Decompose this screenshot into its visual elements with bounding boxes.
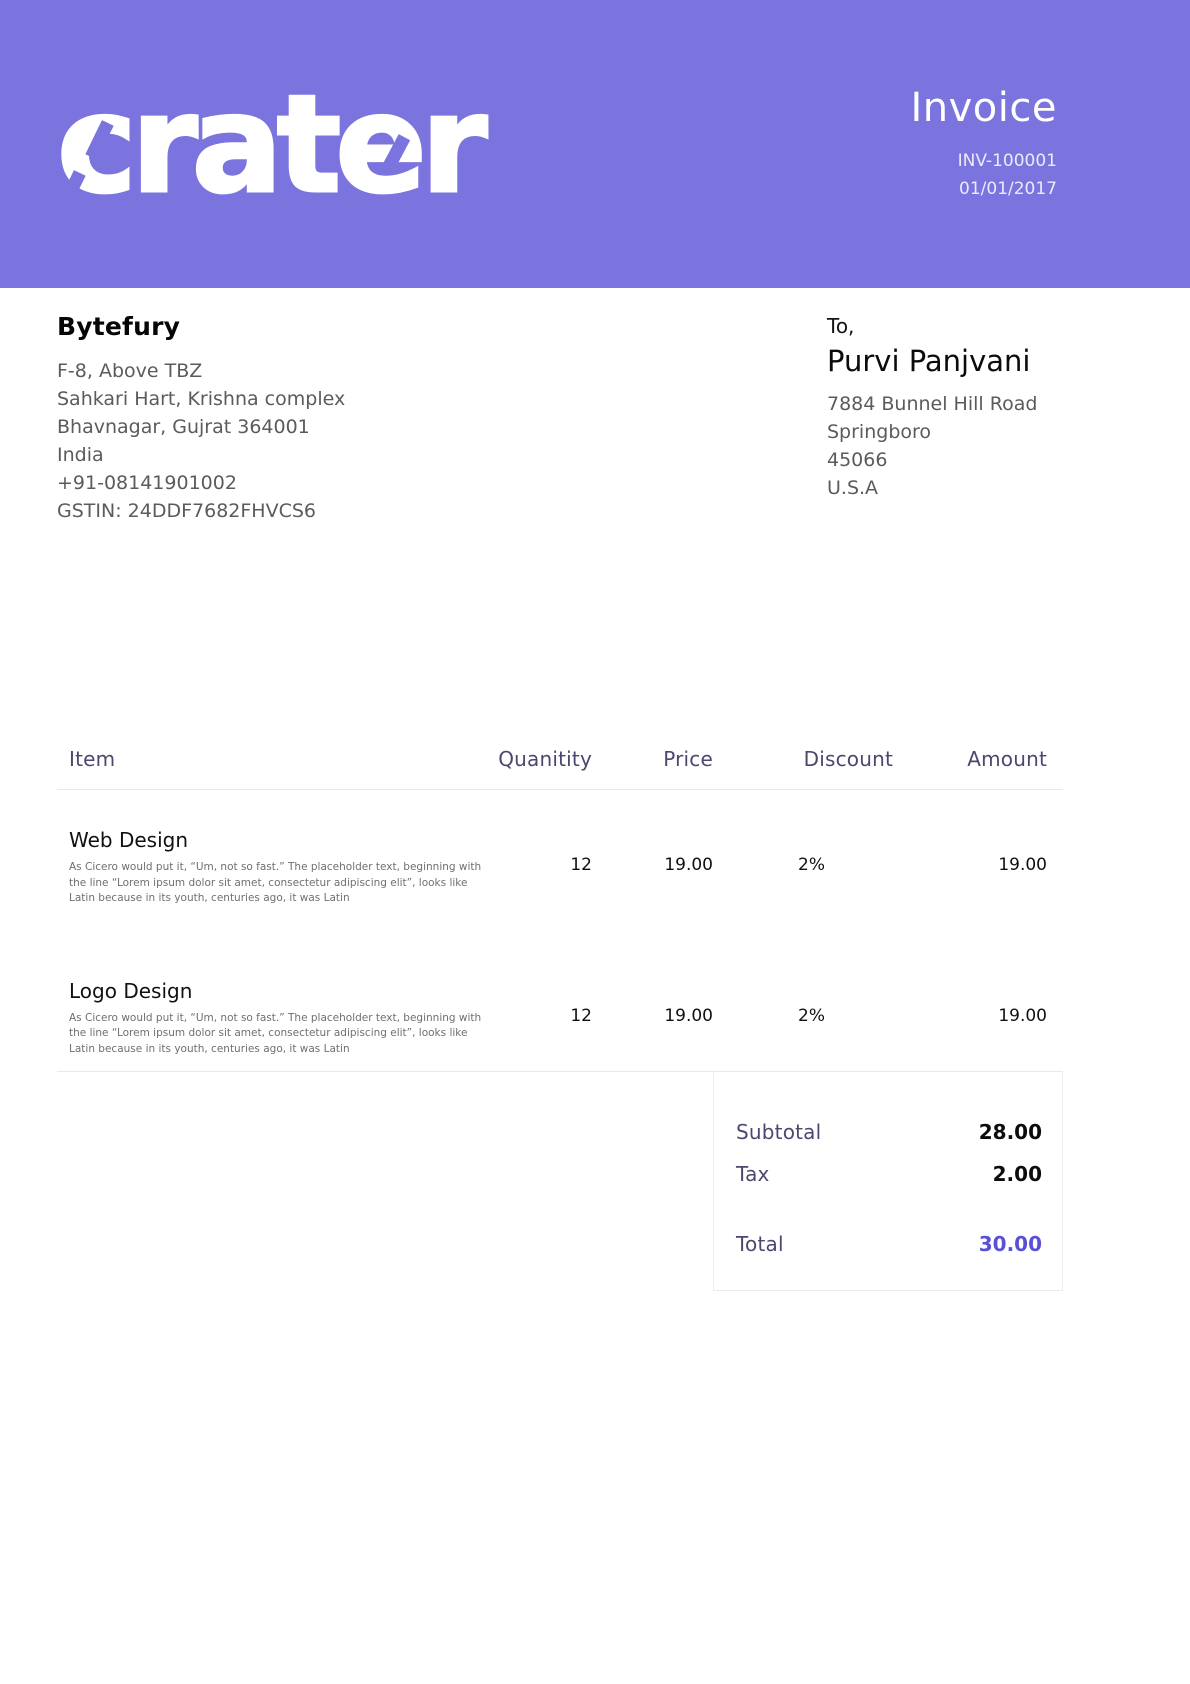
seller-block: Bytefury F-8, Above TBZ Sahkari Hart, Kr… bbox=[57, 312, 827, 525]
seller-address-line: India bbox=[57, 444, 104, 466]
buyer-name: Purvi Panjvani bbox=[827, 344, 1031, 378]
items-table-header-row: Item Quanitity Price Discount Amount bbox=[57, 747, 1063, 790]
item-amount: 19.00 bbox=[998, 855, 1047, 875]
item-cell: Web Design As Cicero would put it, “Um, … bbox=[57, 790, 497, 941]
seller-address-line: Bhavnagar, Gujrat 364001 bbox=[57, 416, 310, 438]
item-quantity: 12 bbox=[570, 855, 592, 875]
crater-logo: crater bbox=[55, 75, 488, 213]
subtotal-row: Subtotal 28.00 bbox=[736, 1120, 1042, 1144]
seller-gstin: GSTIN: 24DDF7682FHVCS6 bbox=[57, 500, 316, 522]
buyer-block: To, Purvi Panjvani 7884 Bunnel Hill Road… bbox=[827, 312, 1133, 525]
tax-row: Tax 2.00 bbox=[736, 1162, 1042, 1186]
item-description: As Cicero would put it, “Um, not so fast… bbox=[69, 861, 482, 904]
buyer-address-line: 45066 bbox=[827, 449, 888, 471]
seller-name: Bytefury bbox=[57, 312, 181, 341]
item-description: As Cicero would put it, “Um, not so fast… bbox=[69, 1011, 482, 1055]
item-amount: 19.00 bbox=[998, 1005, 1047, 1026]
seller-phone: +91-08141901002 bbox=[57, 472, 237, 494]
subtotal-value: 28.00 bbox=[978, 1120, 1042, 1144]
invoice-banner: crater Invoice INV-100001 01/01/2017 bbox=[0, 0, 1190, 288]
item-cell: Logo Design As Cicero would put it, “Um,… bbox=[57, 941, 497, 1072]
column-header-quantity: Quanitity bbox=[497, 747, 592, 790]
column-header-discount: Discount bbox=[713, 747, 893, 790]
invoice-meta: Invoice INV-100001 01/01/2017 bbox=[910, 85, 1057, 203]
column-header-price: Price bbox=[592, 747, 713, 790]
invoice-date: 01/01/2017 bbox=[959, 179, 1057, 199]
item-discount: 2% bbox=[798, 855, 825, 875]
total-label: Total bbox=[736, 1232, 784, 1256]
totals-box: Subtotal 28.00 Tax 2.00 Total 30.00 bbox=[713, 1072, 1063, 1291]
item-row: Logo Design As Cicero would put it, “Um,… bbox=[57, 941, 1063, 1072]
seller-address-line: F-8, Above TBZ bbox=[57, 360, 203, 382]
invoice-number: INV-100001 bbox=[957, 151, 1057, 171]
tax-label: Tax bbox=[736, 1162, 770, 1186]
total-row: Total 30.00 bbox=[736, 1232, 1042, 1256]
item-discount: 2% bbox=[798, 1005, 825, 1026]
item-price: 19.00 bbox=[664, 1005, 713, 1026]
subtotal-label: Subtotal bbox=[736, 1120, 822, 1144]
totals-section: Subtotal 28.00 Tax 2.00 Total 30.00 bbox=[57, 1071, 1063, 1291]
buyer-address-line: 7884 Bunnel Hill Road bbox=[827, 393, 1038, 415]
item-name: Logo Design bbox=[69, 978, 193, 1003]
item-name: Web Design bbox=[69, 828, 189, 852]
items-table: Item Quanitity Price Discount Amount Web… bbox=[57, 747, 1063, 1071]
items-section: Item Quanitity Price Discount Amount Web… bbox=[57, 747, 1133, 1071]
column-header-item: Item bbox=[57, 747, 497, 790]
buyer-address-line: U.S.A bbox=[827, 477, 879, 499]
crater-logo-text: crater bbox=[55, 65, 488, 223]
item-price: 19.00 bbox=[664, 855, 713, 875]
column-header-amount: Amount bbox=[893, 747, 1063, 790]
parties-section: Bytefury F-8, Above TBZ Sahkari Hart, Kr… bbox=[57, 312, 1133, 525]
invoice-title: Invoice bbox=[910, 85, 1057, 131]
tax-value: 2.00 bbox=[992, 1162, 1042, 1186]
seller-address-line: Sahkari Hart, Krishna complex bbox=[57, 388, 346, 410]
item-row: Web Design As Cicero would put it, “Um, … bbox=[57, 790, 1063, 941]
buyer-address-line: Springboro bbox=[827, 421, 932, 443]
buyer-to-label: To, bbox=[827, 314, 855, 338]
total-value: 30.00 bbox=[978, 1232, 1042, 1256]
item-quantity: 12 bbox=[570, 1005, 592, 1026]
